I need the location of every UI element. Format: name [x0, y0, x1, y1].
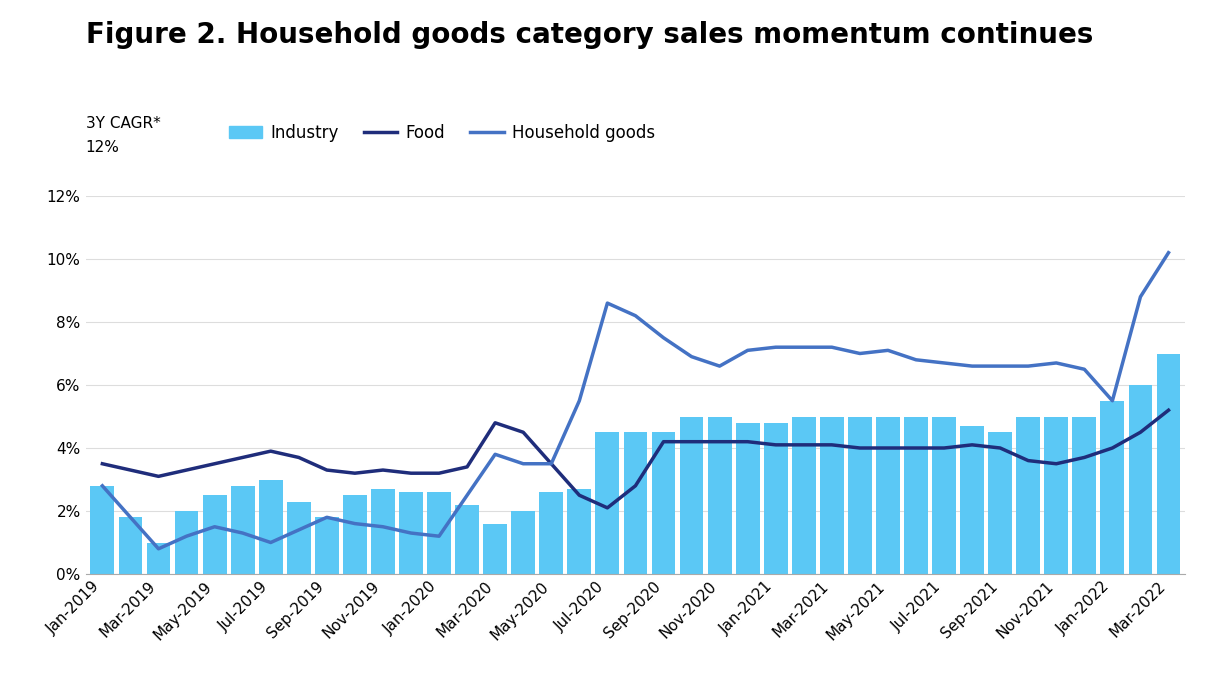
Bar [539, 492, 563, 574]
Text: 12%: 12% [86, 140, 120, 155]
Bar [428, 492, 451, 574]
Bar [932, 416, 956, 574]
Text: 3Y CAGR*: 3Y CAGR* [86, 116, 160, 130]
Bar [904, 416, 927, 574]
Bar [147, 542, 170, 574]
Bar [455, 505, 479, 574]
Bar [175, 511, 198, 574]
Bar [343, 496, 367, 574]
Bar [792, 416, 816, 574]
Bar [595, 432, 620, 574]
Bar [1073, 416, 1096, 574]
Bar [483, 524, 507, 574]
Bar [567, 489, 591, 574]
Bar [1017, 416, 1040, 574]
Bar [119, 517, 142, 574]
Legend: Industry, Food, Household goods: Industry, Food, Household goods [222, 117, 661, 148]
Bar [708, 416, 732, 574]
Bar [1129, 385, 1152, 574]
Bar [90, 486, 115, 574]
Bar [371, 489, 395, 574]
Bar [231, 486, 254, 574]
Bar [400, 492, 423, 574]
Bar [876, 416, 899, 574]
Bar [960, 426, 984, 574]
Bar [623, 432, 648, 574]
Bar [511, 511, 535, 574]
Bar [736, 423, 760, 574]
Bar [1101, 400, 1124, 574]
Bar [1045, 416, 1068, 574]
Bar [679, 416, 704, 574]
Bar [848, 416, 871, 574]
Bar [287, 502, 310, 574]
Text: Figure 2. Household goods category sales momentum continues: Figure 2. Household goods category sales… [86, 21, 1092, 49]
Bar [203, 496, 226, 574]
Bar [315, 517, 338, 574]
Bar [259, 480, 282, 574]
Bar [989, 432, 1012, 574]
Bar [820, 416, 843, 574]
Bar [764, 423, 788, 574]
Bar [651, 432, 676, 574]
Bar [1156, 354, 1180, 574]
